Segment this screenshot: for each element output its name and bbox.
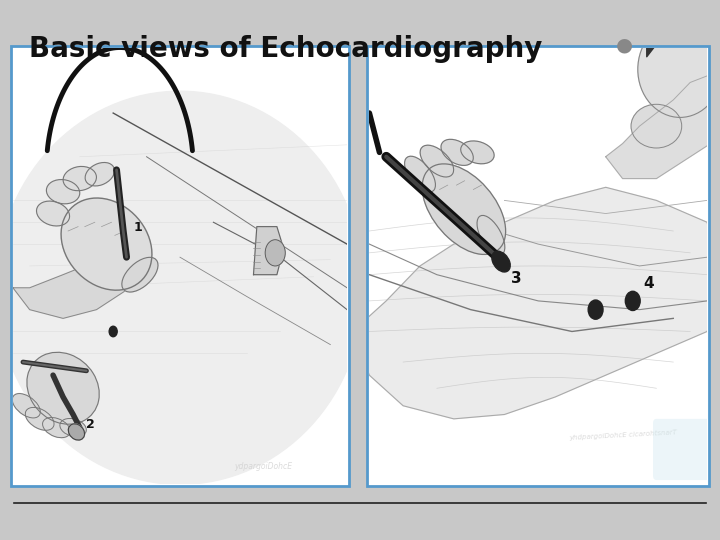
Circle shape [109, 326, 117, 337]
Polygon shape [253, 227, 284, 275]
Ellipse shape [405, 156, 436, 192]
Ellipse shape [61, 198, 152, 290]
Polygon shape [606, 69, 720, 179]
Ellipse shape [27, 352, 99, 424]
Circle shape [626, 291, 640, 310]
Ellipse shape [441, 139, 473, 165]
Circle shape [265, 240, 285, 266]
Ellipse shape [37, 201, 70, 226]
Text: ydpargoiDohcE: ydpargoiDohcE [235, 462, 292, 471]
Text: 1: 1 [133, 221, 142, 234]
Ellipse shape [68, 424, 84, 440]
Text: Basic views of Echocardiography: Basic views of Echocardiography [29, 35, 542, 63]
Bar [11, 46, 349, 486]
Bar [367, 46, 709, 486]
Ellipse shape [461, 141, 494, 164]
Ellipse shape [63, 166, 96, 191]
FancyBboxPatch shape [653, 419, 711, 480]
Ellipse shape [46, 180, 80, 204]
Ellipse shape [477, 215, 505, 255]
Ellipse shape [638, 21, 720, 117]
Ellipse shape [0, 91, 364, 484]
Ellipse shape [60, 418, 86, 437]
Text: yhdpargoiDohcE cicarohtsnarT: yhdpargoiDohcE cicarohtsnarT [569, 429, 677, 441]
Ellipse shape [422, 164, 505, 254]
Ellipse shape [631, 104, 682, 148]
Text: 2: 2 [86, 417, 95, 430]
Ellipse shape [12, 394, 40, 418]
Ellipse shape [122, 258, 158, 292]
Ellipse shape [25, 407, 54, 430]
Ellipse shape [42, 417, 71, 437]
Ellipse shape [420, 145, 454, 177]
Text: ●: ● [616, 35, 633, 54]
Polygon shape [13, 244, 147, 319]
Text: 4: 4 [643, 276, 654, 291]
Polygon shape [353, 187, 720, 419]
Ellipse shape [492, 251, 510, 272]
Text: 3: 3 [511, 272, 522, 286]
Circle shape [588, 300, 603, 319]
Ellipse shape [85, 163, 114, 186]
Bar [0, 0, 720, 70]
